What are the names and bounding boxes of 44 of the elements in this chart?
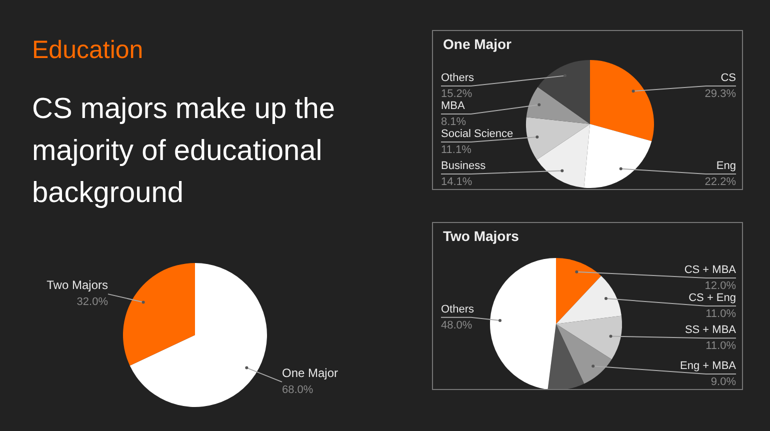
- chart-subtitle: CS majors make up the majority of educational background: [32, 92, 336, 211]
- pie-slice: [490, 258, 556, 389]
- data-label: 14.1%: [441, 176, 472, 188]
- slice-label: Two Majors: [46, 278, 108, 292]
- slice-label: Others: [441, 72, 475, 84]
- slice-label: CS + Eng: [688, 292, 736, 304]
- slice-label: Others: [441, 303, 475, 316]
- slice-label: SS + MBA: [684, 324, 737, 336]
- pie-slice: [556, 316, 622, 360]
- chart-title: Two Majors: [443, 228, 519, 244]
- slice-label: Eng + MBA: [680, 360, 737, 372]
- data-label: 9.0%: [710, 376, 736, 388]
- slice-label: Business: [441, 160, 486, 172]
- data-label: 48.0%: [441, 319, 472, 332]
- data-label: 11.1%: [441, 144, 472, 156]
- pie-slice: [536, 124, 590, 188]
- data-label: 15.2%: [441, 88, 472, 100]
- pie-slice: [556, 276, 622, 324]
- pie-slice: [538, 60, 590, 124]
- data-label: 29.3%: [704, 88, 736, 100]
- chart-title: Education: [32, 36, 144, 65]
- slice-label: Social Science: [441, 128, 514, 140]
- pie-slice: [590, 60, 654, 142]
- pie-slice: [123, 263, 195, 366]
- pie-slice: [130, 263, 267, 407]
- data-label: 22.2%: [704, 176, 736, 188]
- pie-slice: [548, 324, 584, 389]
- chart-title: One Major: [443, 36, 512, 52]
- pie-slice: [526, 87, 590, 124]
- slice-label: MBA: [441, 100, 466, 112]
- data-label: 68.0%: [282, 384, 314, 396]
- data-label: 11.0%: [706, 340, 736, 352]
- slice-label: One Major: [282, 366, 338, 380]
- slice-label: Eng: [716, 160, 736, 172]
- slice-label: CS + MBA: [684, 264, 737, 276]
- pie-slice: [584, 124, 652, 188]
- data-label: 12.0%: [704, 280, 736, 292]
- data-label: 32.0%: [76, 296, 108, 308]
- data-label: 8.1%: [441, 116, 466, 128]
- pie-slice: [526, 117, 590, 160]
- data-label: 11.0%: [706, 308, 736, 320]
- slice-label: CS: [720, 72, 736, 84]
- pie-slice: [556, 324, 612, 384]
- pie-slice: [556, 258, 602, 324]
